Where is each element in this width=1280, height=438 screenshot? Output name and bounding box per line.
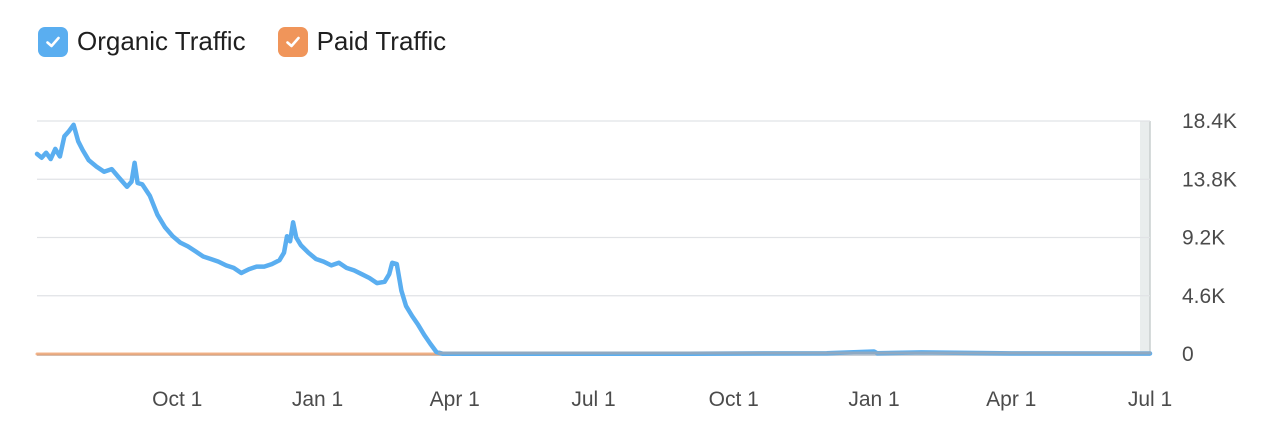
chart-legend: Organic Traffic Paid Traffic [38,26,446,57]
x-tick-label: Jan 1 [848,388,899,411]
legend-item-paid-traffic[interactable]: Paid Traffic [277,26,447,57]
y-tick-label: 18.4K [1182,110,1237,133]
x-tick-label: Apr 1 [430,388,480,411]
checkmark-icon [46,36,60,47]
y-tick-label: 0 [1182,343,1194,366]
legend-item-organic-traffic[interactable]: Organic Traffic [38,26,246,57]
y-tick-label: 13.8K [1182,168,1237,191]
x-tick-label: Apr 1 [986,388,1036,411]
legend-label-paid-traffic: Paid Traffic [316,26,447,56]
x-tick-label: Jul 1 [571,388,615,411]
paid-traffic-checkbox[interactable] [277,26,308,57]
organic-traffic-checkbox[interactable] [38,26,68,57]
series-line-organic-traffic [34,122,1153,356]
x-tick-label: Jul 1 [1128,388,1172,411]
x-tick-label: Jan 1 [292,388,343,411]
y-tick-label: 4.6K [1182,285,1225,308]
x-tick-label: Oct 1 [709,388,759,411]
checkmark-icon [285,36,300,47]
x-tick-label: Oct 1 [152,388,202,411]
y-tick-label: 9.2K [1182,227,1225,250]
legend-label-organic-traffic: Organic Traffic [77,26,246,56]
